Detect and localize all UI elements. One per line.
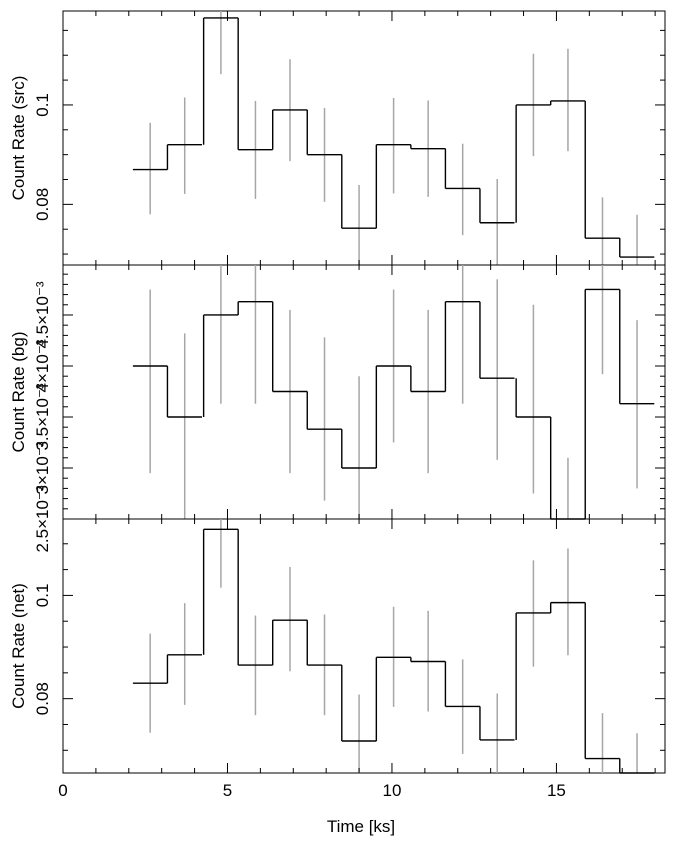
step-bin: [202, 314, 239, 417]
x-axis: 0 5 10 15: [58, 781, 566, 800]
step-bin: [515, 612, 551, 740]
panel-src-steps: [132, 17, 655, 258]
step-bin: [341, 154, 377, 229]
y-tick-label: 3×10⁻³: [33, 441, 52, 494]
step-bin: [619, 289, 655, 405]
panel-net-steps: [132, 528, 655, 774]
step-bin: [237, 529, 273, 666]
y-tick-label: 0.08: [33, 188, 52, 221]
step-bin: [237, 17, 273, 151]
y-tick-label: 0.1: [33, 584, 52, 608]
step-bin: [375, 656, 411, 741]
step-bin: [619, 758, 655, 774]
panel-src-errorbars: [149, 11, 638, 265]
step-bin: [549, 100, 586, 105]
step-bin: [341, 665, 377, 742]
panel-net-frame: [62, 518, 666, 774]
panel-bg-ticks: 2.5×10⁻³3×10⁻³3.5×10⁻³4×10⁻³4.5×10⁻³: [33, 265, 665, 553]
panel-bg: 2.5×10⁻³3×10⁻³3.5×10⁻³4×10⁻³4.5×10⁻³ Cou…: [9, 264, 666, 553]
step-bin: [237, 301, 273, 315]
y-tick-label: 4×10⁻³: [33, 339, 52, 392]
x-axis-label: Time [ks]: [327, 817, 395, 836]
step-bin: [306, 391, 342, 430]
step-bin: [202, 17, 239, 145]
y-tick-label: 4.5×10⁻³: [33, 281, 52, 348]
step-bin: [272, 301, 308, 393]
step-bin: [272, 109, 308, 150]
step-bin: [479, 706, 515, 741]
step-bin: [444, 148, 480, 190]
step-bin: [306, 620, 342, 666]
step-bin: [515, 104, 551, 223]
panel-bg-ylabel: Count Rate (bg): [9, 332, 28, 453]
step-bin: [272, 619, 308, 666]
panel-net-errorbars: [149, 519, 638, 773]
panel-src-frame: [62, 10, 666, 266]
step-bin: [584, 100, 620, 239]
step-bin: [166, 654, 202, 684]
step-bin: [444, 661, 480, 708]
x-tick-label: 15: [547, 781, 566, 800]
panel-src-ticks: 0.08 0.1: [33, 11, 665, 265]
panel-net-ticks: 0.08 0.1: [33, 519, 665, 773]
step-bin: [166, 365, 202, 418]
step-bin: [584, 288, 620, 519]
step-bin: [410, 144, 446, 150]
panel-bg-steps: [132, 288, 655, 520]
step-bin: [410, 657, 446, 663]
panel-bg-errorbars: [149, 265, 638, 519]
x-tick-label: 0: [58, 781, 67, 800]
step-bin: [619, 238, 655, 258]
step-bin: [202, 528, 239, 655]
panel-bg-frame: [62, 264, 666, 520]
panel-src: 0.08 0.1 Count Rate (src): [9, 10, 666, 266]
panel-net-ylabel: Count Rate (net): [9, 583, 28, 709]
y-tick-label: 3.5×10⁻³: [33, 383, 52, 450]
step-bin: [166, 144, 202, 170]
step-bin: [410, 365, 446, 393]
step-bin: [515, 378, 551, 418]
x-tick-label: 10: [383, 781, 402, 800]
step-bin: [584, 602, 620, 760]
y-tick-label: 0.08: [33, 682, 52, 715]
step-bin: [549, 601, 586, 613]
step-bin: [444, 301, 480, 392]
y-tick-label: 0.1: [33, 93, 52, 117]
step-bin: [375, 144, 411, 229]
y-tick-label: 2.5×10⁻³: [33, 485, 52, 552]
step-bin: [479, 301, 515, 379]
step-bin: [341, 429, 377, 469]
step-bin: [479, 188, 515, 224]
panel-src-ylabel: Count Rate (src): [9, 76, 28, 201]
step-bin: [306, 109, 342, 156]
x-tick-label: 5: [223, 781, 232, 800]
panel-net: 0.08 0.1 Count Rate (net): [9, 518, 666, 774]
step-bin: [375, 365, 411, 468]
